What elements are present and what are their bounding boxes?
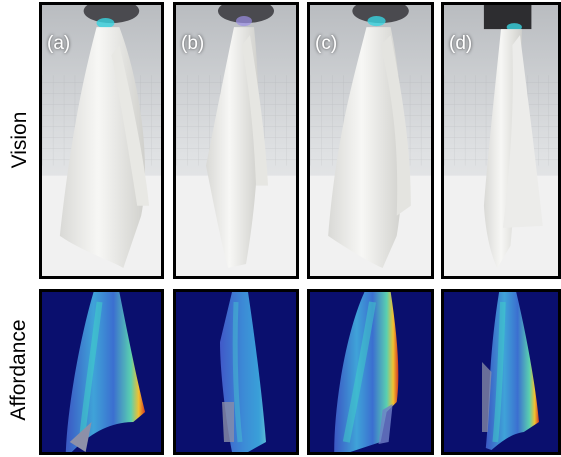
row-label-vision: Vision [8, 111, 31, 169]
vision-panel-a: (a) [39, 2, 164, 279]
panel-label-a: (a) [47, 33, 71, 54]
affordance-heatmap-a [42, 292, 161, 452]
vision-panel-b: (b) [173, 2, 299, 279]
towel-photo-b [176, 5, 296, 276]
vision-panel-d: (d) [441, 2, 561, 279]
panel-label-c: (c) [315, 33, 338, 54]
towel-photo-d [444, 5, 558, 276]
affordance-panel-c [307, 289, 434, 455]
panel-label-d: (d) [449, 33, 473, 54]
affordance-heatmap-d [444, 292, 558, 452]
towel-photo-a [42, 5, 161, 276]
panel-label-b: (b) [181, 33, 205, 54]
vision-panel-c: (c) [307, 2, 434, 279]
affordance-panel-d [441, 289, 561, 455]
affordance-panel-a [39, 289, 164, 455]
towel-photo-c [310, 5, 431, 276]
row-label-affordance: Affordance [7, 319, 30, 421]
affordance-heatmap-b [176, 292, 296, 452]
affordance-heatmap-c [310, 292, 431, 452]
affordance-panel-b [173, 289, 299, 455]
